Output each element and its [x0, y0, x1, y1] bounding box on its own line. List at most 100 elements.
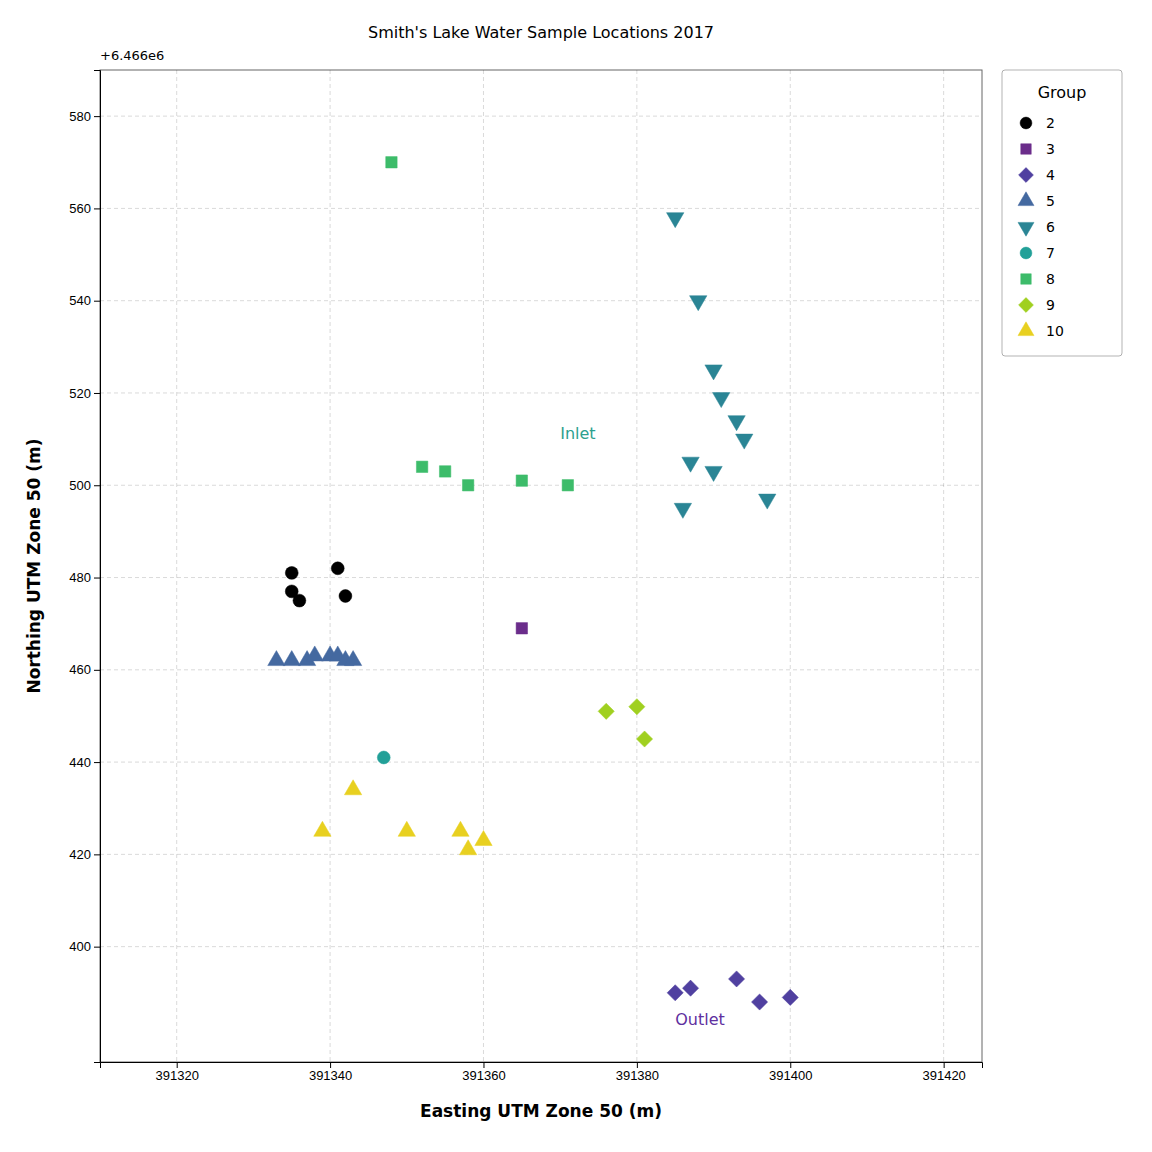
- x-tick-mark: [944, 1062, 945, 1068]
- legend-label: 2: [1046, 115, 1055, 131]
- legend-symbol: [1018, 192, 1034, 206]
- series: [667, 971, 798, 1010]
- y-tick: 460: [69, 662, 100, 677]
- y-tick-mark: [94, 393, 100, 394]
- legend-label: 3: [1046, 141, 1055, 157]
- y-tick-label: 480: [69, 570, 91, 585]
- point: [285, 566, 298, 579]
- y-tick: 520: [69, 386, 100, 401]
- series: [268, 646, 362, 666]
- y-tick-label: 520: [69, 386, 91, 401]
- y-axis-line: [94, 71, 101, 1063]
- x-tick-label: 391360: [462, 1068, 505, 1083]
- y-tick-mark: [94, 116, 100, 117]
- x-axis-title: Easting UTM Zone 50 (m): [420, 1101, 662, 1121]
- y-tick: 420: [69, 847, 100, 862]
- point: [729, 971, 745, 987]
- legend-label: 6: [1046, 219, 1055, 235]
- point: [667, 213, 684, 228]
- grid-line-y: [100, 854, 982, 855]
- grid-line-x: [943, 70, 944, 1062]
- y-tick: 580: [69, 109, 100, 124]
- point: [516, 623, 527, 634]
- x-tick: 391400: [769, 1062, 812, 1083]
- legend-symbol: [1018, 322, 1034, 336]
- grid-line-y: [100, 669, 982, 670]
- legend-symbol: [1020, 117, 1032, 129]
- series: [386, 157, 574, 491]
- y-tick-label: 540: [69, 293, 91, 308]
- grid-line-y: [100, 300, 982, 301]
- x-tick-label: 391400: [769, 1068, 812, 1083]
- plot-area: 3913203913403913603913803914003914204004…: [69, 48, 982, 1083]
- y-tick-label: 420: [69, 847, 91, 862]
- y-tick-mark: [94, 854, 100, 855]
- annotation: Inlet: [560, 424, 595, 443]
- point: [516, 475, 527, 486]
- legend-label: 10: [1046, 323, 1064, 339]
- point: [452, 821, 469, 836]
- point: [398, 821, 415, 836]
- y-axis-title: Northing UTM Zone 50 (m): [24, 438, 44, 693]
- x-tick: 391420: [922, 1062, 965, 1083]
- point: [377, 751, 390, 764]
- y-tick-mark: [94, 762, 100, 763]
- y-tick: 440: [69, 755, 100, 770]
- y-tick: 500: [69, 478, 100, 493]
- y-tick-offset: +6.466e6: [100, 48, 164, 63]
- series: [377, 751, 390, 764]
- point: [416, 461, 427, 472]
- point: [682, 980, 698, 996]
- point: [562, 480, 573, 491]
- point: [268, 651, 285, 666]
- legend: Group2345678910: [1002, 70, 1122, 356]
- point: [331, 562, 344, 575]
- legend-symbol: [1020, 247, 1032, 259]
- y-tick-mark: [94, 485, 100, 486]
- grid-line-y: [100, 116, 982, 117]
- series: [598, 699, 652, 747]
- legend-symbol: [1021, 144, 1031, 154]
- legend-symbol: [1018, 222, 1034, 236]
- x-tick-label: 391380: [616, 1068, 659, 1083]
- point: [682, 457, 699, 472]
- legend-label: 8: [1046, 271, 1055, 287]
- legend-label: 9: [1046, 297, 1055, 313]
- series: [314, 780, 492, 855]
- point: [339, 590, 352, 603]
- y-tick-mark: [94, 670, 100, 671]
- grid: [100, 70, 982, 1062]
- y-tick: 540: [69, 293, 100, 308]
- grid-line-y: [100, 392, 982, 393]
- point: [752, 994, 768, 1010]
- title: Smith's Lake Water Sample Locations 2017: [368, 23, 714, 42]
- point: [728, 416, 745, 431]
- x-tick-mark: [177, 1062, 178, 1068]
- point: [736, 434, 753, 449]
- y-tick-label: 440: [69, 755, 91, 770]
- plot-frame: [100, 70, 982, 1062]
- series: [667, 213, 776, 519]
- point: [629, 699, 645, 715]
- point: [462, 480, 473, 491]
- point: [667, 985, 683, 1001]
- x-tick-mark: [483, 1062, 484, 1068]
- legend-label: 7: [1046, 245, 1055, 261]
- series: [516, 623, 527, 634]
- grid-line-x: [790, 70, 791, 1062]
- point: [439, 466, 450, 477]
- point: [283, 651, 300, 666]
- y-tick-label: 500: [69, 478, 91, 493]
- point: [344, 780, 361, 795]
- point: [475, 831, 492, 846]
- y-tick-label: 560: [69, 201, 91, 216]
- points: [268, 157, 799, 1011]
- y-tick: 480: [69, 570, 100, 585]
- y-tick-label: 460: [69, 662, 91, 677]
- point: [306, 646, 323, 661]
- point: [713, 393, 730, 408]
- x-tick-mark: [790, 1062, 791, 1068]
- x-tick: 391320: [156, 1062, 199, 1083]
- series: [285, 562, 352, 607]
- y-tick-mark: [94, 578, 100, 579]
